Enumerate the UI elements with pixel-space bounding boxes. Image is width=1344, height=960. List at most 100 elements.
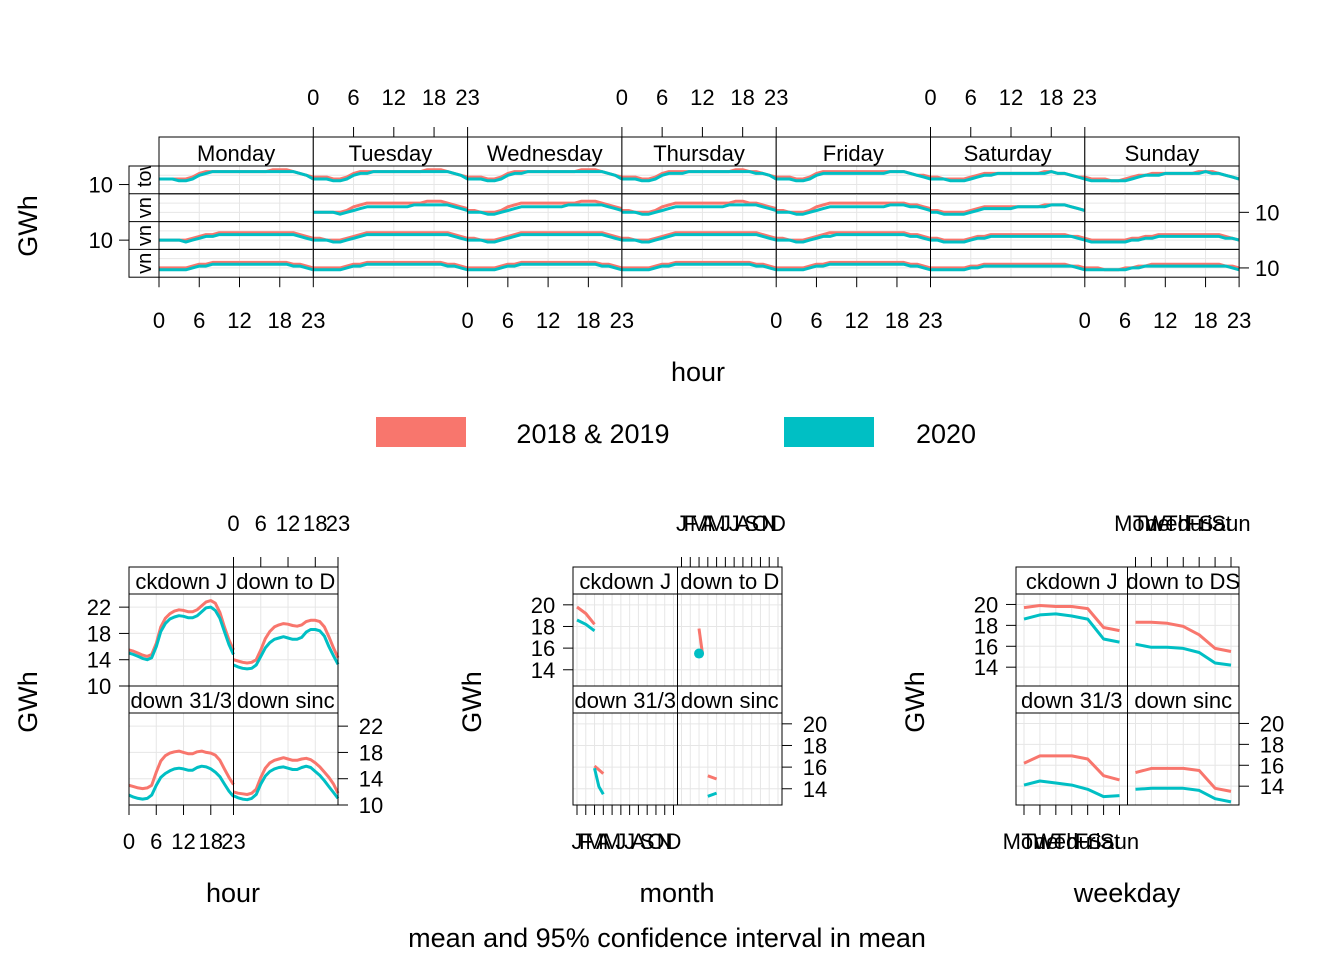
- y-tick-label: 22: [359, 714, 383, 739]
- x-tick-label: M: [707, 511, 725, 536]
- y-tick-label: 18: [87, 621, 111, 646]
- strip: [1127, 685, 1240, 714]
- x-tick-label: 12: [276, 511, 300, 536]
- strip-label: down 31/3: [130, 688, 232, 713]
- x-tick-label: 0: [227, 511, 239, 536]
- strip-label: down 31/3: [574, 688, 676, 713]
- series-line-2020: [621, 170, 777, 183]
- series-line-baseline: [1023, 754, 1120, 782]
- series-line-baseline: [930, 233, 1086, 242]
- series-line-2020: [128, 764, 235, 801]
- x-tick-label: 6: [965, 85, 977, 110]
- series-line-baseline: [467, 260, 623, 270]
- x-tick-label: 23: [610, 308, 634, 333]
- x-tick-label: J: [729, 511, 740, 536]
- y-tick-label: 10: [1255, 200, 1279, 225]
- x-tick-label: A: [700, 511, 715, 536]
- row-strip-label: vn: [134, 225, 156, 246]
- row-strip-label: vn: [134, 197, 156, 218]
- series-line-2020: [1023, 779, 1120, 799]
- series-line-2020: [1135, 786, 1232, 804]
- x-tick-label: N: [657, 829, 673, 854]
- series-line-baseline: [233, 618, 340, 665]
- x-tick-label: J: [624, 829, 635, 854]
- series-line-2020: [467, 262, 623, 272]
- y-tick-label: 20: [803, 712, 827, 737]
- series-line-2020: [1135, 642, 1232, 667]
- x-tick-label: O: [647, 829, 664, 854]
- series-line-2020: [707, 791, 718, 798]
- x-tick-label: 6: [1119, 308, 1131, 333]
- series-line-baseline: [128, 599, 235, 658]
- panel-frame: [158, 193, 314, 223]
- x-tick-label: 23: [221, 829, 245, 854]
- series-line-2020: [930, 170, 1086, 183]
- panel-frame: [233, 712, 339, 806]
- x-tick-label: Fri: [1186, 511, 1212, 536]
- strip-label: down to D: [236, 569, 335, 594]
- series-line-baseline: [776, 201, 931, 214]
- strip-saturday: [930, 136, 1086, 167]
- x-tick-label: 18: [303, 511, 327, 536]
- series-point: [694, 648, 705, 659]
- series-line-2020: [1084, 170, 1240, 183]
- series-line-baseline: [313, 199, 468, 214]
- x-tick-label: J: [615, 829, 626, 854]
- x-tick-label: 0: [924, 85, 936, 110]
- strip-tuesday: [312, 136, 469, 167]
- strip-label: Tuesday: [349, 141, 433, 166]
- y-tick-label: 16: [974, 634, 998, 659]
- panel-frame: [233, 593, 339, 687]
- x-tick-label: D: [666, 829, 682, 854]
- series-line-2020: [159, 170, 315, 183]
- strip: [677, 685, 783, 714]
- y-tick-label: 20: [1260, 711, 1284, 736]
- series-line-baseline: [621, 231, 777, 242]
- x-tick-label: J: [720, 511, 731, 536]
- series-line-2020: [313, 170, 469, 183]
- y-tick-label: 16: [531, 636, 555, 661]
- x-tick-label: J: [572, 829, 583, 854]
- strip-wednesday: [467, 136, 623, 167]
- series-line-2020: [128, 605, 235, 662]
- strip-label: down sinc: [681, 688, 779, 713]
- series-line-2020: [313, 203, 469, 216]
- panel-frame: [1084, 248, 1240, 278]
- x-tick-label: 6: [656, 85, 668, 110]
- series-line-baseline: [776, 260, 931, 270]
- panel-frame: [572, 593, 678, 687]
- strip-label: Friday: [823, 141, 884, 166]
- series-line-baseline: [159, 231, 314, 242]
- strip-label: down 31/3: [1021, 688, 1123, 713]
- y-tick-label: 18: [1260, 732, 1284, 757]
- legend-swatch: [376, 417, 466, 447]
- y-tick-label: 20: [974, 592, 998, 617]
- series-line-2020: [930, 203, 1086, 216]
- x-tick-label: 12: [844, 308, 868, 333]
- x-tick-label: Wed: [1033, 829, 1078, 854]
- y-tick-label: 18: [531, 614, 555, 639]
- x-tick-label: N: [761, 511, 777, 536]
- y-tick-label: 10: [359, 793, 383, 818]
- y-tick-label: 10: [89, 228, 113, 253]
- strip-label: ckdown J: [579, 569, 671, 594]
- x-tick-label: 23: [764, 85, 788, 110]
- x-tick-label: Sun: [1100, 829, 1139, 854]
- y-tick-label: 14: [803, 777, 827, 802]
- strip-label: down sinc: [237, 688, 335, 713]
- strip: [1127, 566, 1240, 595]
- x-tick-label: Thu: [1164, 511, 1202, 536]
- x-tick-label: 18: [199, 829, 223, 854]
- series-line-2020: [313, 233, 468, 244]
- series-line-2020: [621, 262, 777, 272]
- series-line-2020: [621, 233, 777, 244]
- strip: [233, 566, 339, 595]
- x-tick-label: 23: [301, 308, 325, 333]
- series-line-2020: [159, 262, 314, 272]
- x-tick-label: Sun: [1211, 511, 1250, 536]
- x-tick-label: 12: [227, 308, 251, 333]
- x-tick-label: 6: [502, 308, 514, 333]
- series-line-baseline: [1023, 604, 1120, 633]
